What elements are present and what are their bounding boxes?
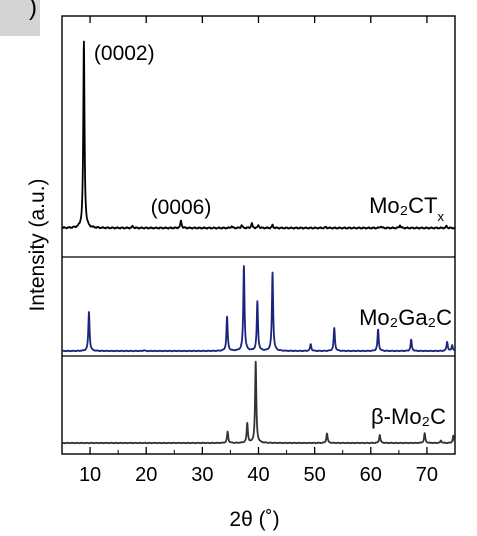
annotation-2: (0006): [151, 196, 212, 219]
x-axis-label: 2θ (˚): [229, 508, 279, 531]
x-tick-label-1: 10: [79, 464, 101, 486]
series-label-3: β-Mo₂C: [371, 404, 446, 429]
series-label-2: Mo₂Ga₂C: [359, 305, 452, 330]
axes: 10 20 30 40 50 60 70 2θ (˚) Intensity (a.u.): [26, 16, 456, 531]
series-labels: Mo₂CTx (0002) (0006) Mo₂Ga₂C β-Mo₂C: [94, 42, 452, 429]
x-tick-label-5: 50: [304, 464, 326, 486]
x-tick-label-3: 30: [191, 464, 213, 486]
x-tick-label-7: 70: [416, 464, 438, 486]
trace-2: [61, 265, 456, 353]
trace-1: [61, 40, 456, 230]
series-label-1: Mo₂CTx: [369, 193, 444, 224]
panel-label-tag: ): [0, 0, 40, 36]
y-axis-label: Intensity (a.u.): [26, 178, 49, 311]
x-tick-label-2: 20: [135, 464, 157, 486]
panel-label: ): [29, 0, 37, 21]
x-tick-label-6: 60: [360, 464, 382, 486]
traces: [61, 40, 456, 445]
x-tick-label-4: 40: [247, 464, 269, 486]
plot-border: [61, 15, 456, 455]
annotation-1: (0002): [94, 42, 155, 65]
plot-frame: [61, 15, 456, 455]
trace-3: [61, 360, 456, 445]
